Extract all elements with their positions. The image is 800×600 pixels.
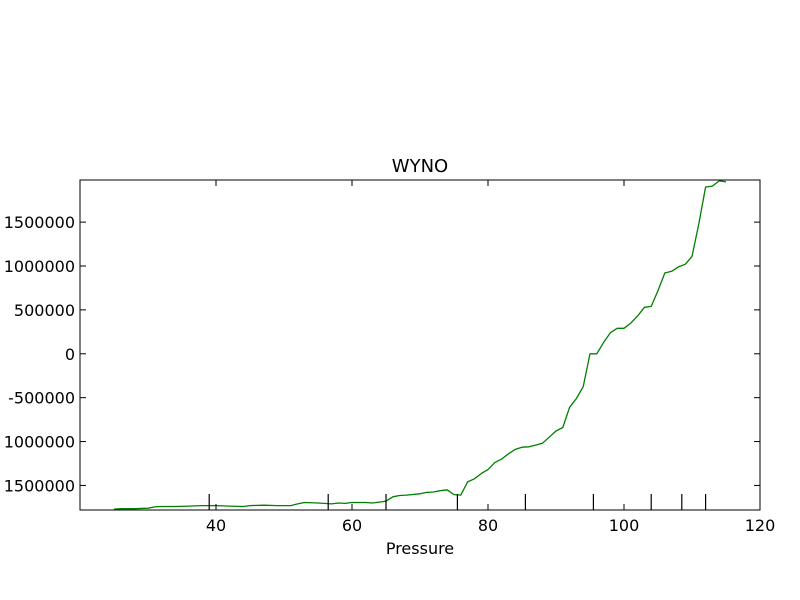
x-tick-label: 120: [745, 516, 776, 535]
x-tick-label: 100: [609, 516, 640, 535]
y-tick-label: 500000: [14, 301, 75, 320]
y-tick-label: 0: [65, 345, 75, 364]
y-tick-label: 1500000: [4, 476, 75, 495]
x-axis-ticks: 40 60 80 100 120: [206, 180, 775, 535]
x-tick-label: 60: [342, 516, 362, 535]
x-tick-label: 80: [478, 516, 498, 535]
y-tick-label: 1500000: [4, 213, 75, 232]
y-tick-label: 1000000: [4, 257, 75, 276]
x-tick-label: 40: [206, 516, 226, 535]
y-axis-ticks: 1500000 1000000 500000 0 -500000 1000000 15000…: [4, 213, 760, 495]
event-marks-layer: [208, 494, 707, 510]
y-tick-label: -500000: [8, 389, 75, 408]
plot-area-frame: [79, 179, 761, 511]
x-axis-label: Pressure: [386, 539, 454, 558]
chart-title: WYNO: [392, 156, 448, 177]
series-layer: [113, 180, 727, 510]
series-line-0: [113, 180, 727, 510]
y-tick-label: 1000000: [4, 433, 75, 452]
